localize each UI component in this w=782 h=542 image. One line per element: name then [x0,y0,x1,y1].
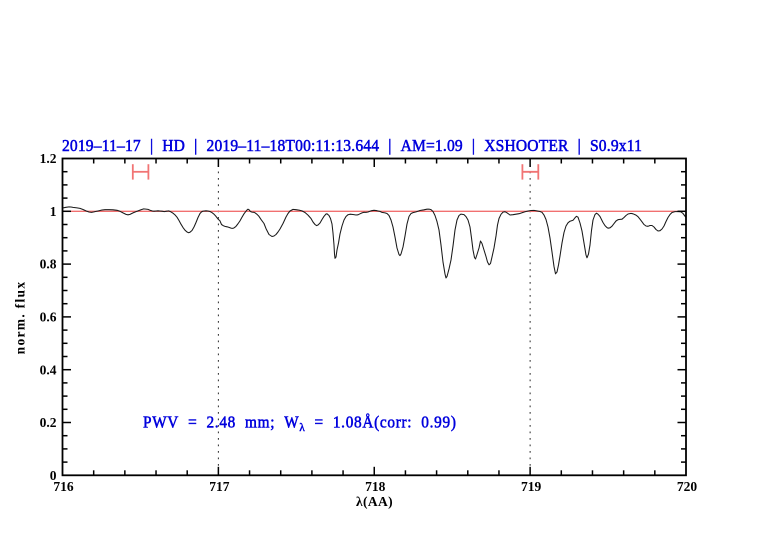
svg-text:716: 716 [53,479,74,494]
svg-text:0: 0 [50,468,57,483]
svg-text:norm. flux: norm. flux [12,281,27,355]
svg-text:λ(AA): λ(AA) [356,494,393,509]
svg-text:0.4: 0.4 [40,362,57,377]
svg-text:1.2: 1.2 [40,151,57,166]
svg-text:0.6: 0.6 [40,310,57,325]
svg-text:717: 717 [209,479,230,494]
svg-text:0.8: 0.8 [40,257,57,272]
svg-text:1: 1 [50,204,57,219]
svg-text:719: 719 [521,479,542,494]
svg-text:720: 720 [677,479,698,494]
svg-text:0.2: 0.2 [40,415,57,430]
svg-text:2019–11–17 | HD | 2019–11–: 2019–11–17 | HD | 2019–11–18T00:11:13.64… [62,136,642,156]
svg-text:718: 718 [365,479,386,494]
svg-text:PWV = 2.48 mm; Wλ = 1.08: PWV = 2.48 mm; Wλ = 1.08Å(corr: 0.99) [143,413,457,434]
